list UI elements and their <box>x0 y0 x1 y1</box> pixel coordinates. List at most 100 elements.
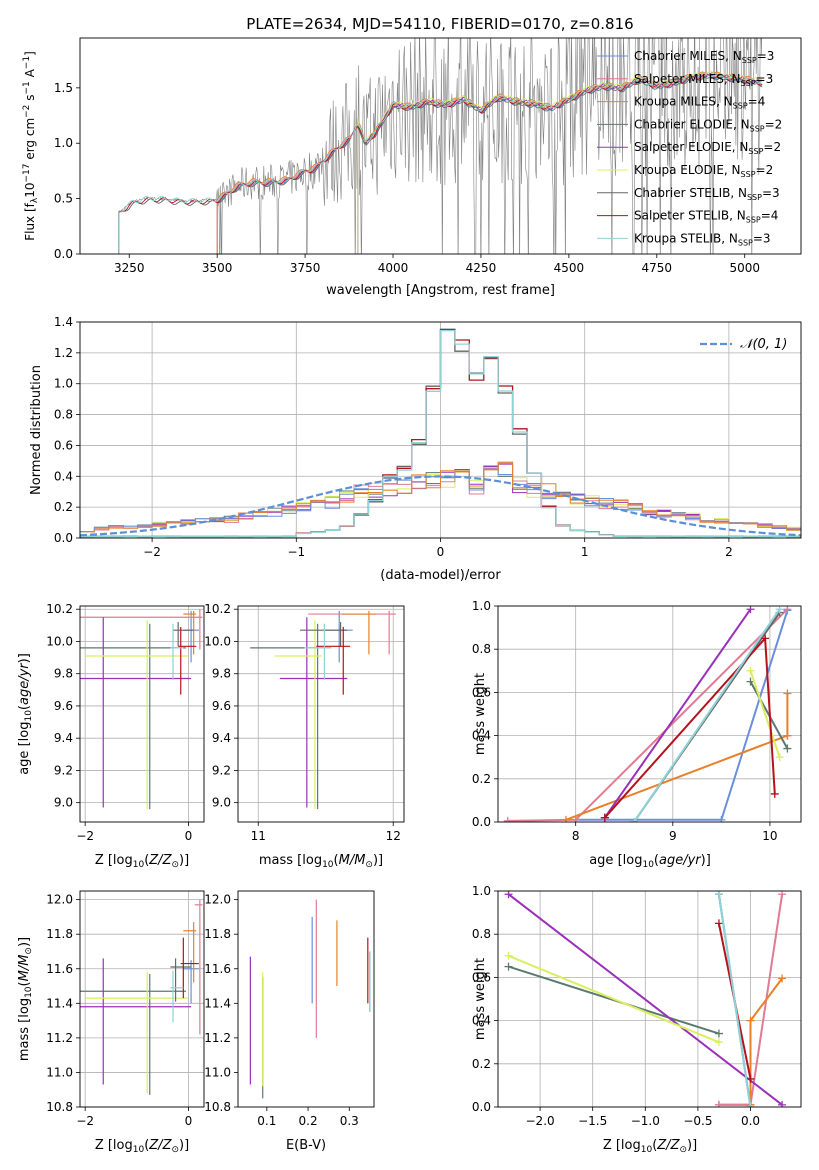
weight-marker <box>503 816 512 822</box>
y-tick-label: 1.0 <box>54 377 73 391</box>
y-tick-label: 9.6 <box>54 699 73 713</box>
weight-marker <box>775 753 784 762</box>
axis-label-part: 10 <box>24 710 34 722</box>
x-axis-label-part: Z [log <box>95 853 133 868</box>
y-tick-label: 0.5 <box>54 192 73 206</box>
y-axis-label-part: −1 <box>22 81 32 94</box>
legend-label-sub: SSP <box>750 124 765 133</box>
x-axis-label: wavelength [Angstrom, rest frame] <box>326 283 555 298</box>
x-axis-label: Z [log10(Z/Z⊙)] <box>603 1138 697 1155</box>
axes-frame <box>79 605 205 823</box>
x-tick-label: 0.1 <box>257 1114 276 1128</box>
x-tick-label: 0.2 <box>299 1114 318 1128</box>
y-tick-label: 1.2 <box>54 346 73 360</box>
y-tick-label: 0.2 <box>54 500 73 514</box>
y-tick-label: 9.4 <box>54 731 73 745</box>
legend-label-tail: =3 <box>762 186 780 200</box>
y-axis-label-part: ] <box>23 51 37 56</box>
axis-label-part: age/yr <box>17 662 32 705</box>
panel-mass-vs-EBV: 0.1 0.2 0.3 10.8 11.0 11.2 11.4 11.6 11.8 12.0 E(B… <box>204 890 375 1153</box>
axis-label-part: 10 <box>642 860 654 870</box>
legend-label-tail: =2 <box>765 117 783 131</box>
weight-marker <box>783 731 792 740</box>
x-axis-label-part: 10 <box>133 1145 145 1155</box>
y-axis-label: mass weight <box>473 958 488 1040</box>
y-axis-label-part: 10 <box>23 183 37 198</box>
x-tick-label: −1.5 <box>578 1114 607 1128</box>
plot-area <box>80 328 801 538</box>
x-tick-label: −1.0 <box>631 1114 660 1128</box>
y-tick-label: 10.8 <box>204 1100 231 1114</box>
legend-label-main: Chabrier ELODIE, N <box>634 117 750 131</box>
x-axis-label-part: ( <box>334 853 339 868</box>
legend-label: Salpeter ELODIE, NSSP=2 <box>634 140 781 156</box>
chart-layer: 3250 3500 3750 4000 4250 4500 4750 5000 0.0 0.5 1.… <box>17 37 802 1155</box>
y-tick-label: 10.8 <box>46 1100 73 1114</box>
legend-label-main: Kroupa ELODIE, N <box>634 163 741 177</box>
y-axis-label-part: −17 <box>22 164 32 183</box>
figure-title: PLATE=2634, MJD=54110, FIBERID=0170, z=0… <box>246 15 633 33</box>
weight-marker <box>714 1100 723 1107</box>
x-tick-label: −1 <box>287 545 305 559</box>
weight-line <box>603 608 752 819</box>
y-tick-label: 11.0 <box>204 1065 231 1079</box>
weight-marker <box>778 974 787 983</box>
y-tick-label: 12.0 <box>204 893 231 907</box>
weight-marker <box>761 634 770 643</box>
weight-marker <box>746 606 755 614</box>
y-tick-label: 9.6 <box>212 699 231 713</box>
y-tick-label: 0.0 <box>54 531 73 545</box>
x-tick-label: 5000 <box>729 261 760 275</box>
axis-label-part: age/yr <box>659 853 702 868</box>
x-axis-label-part: 10 <box>322 860 334 870</box>
x-axis-label-part: ⊙ <box>171 1145 179 1155</box>
y-tick-label: 9.0 <box>54 796 73 810</box>
y-tick-label: 0.6 <box>472 685 491 699</box>
y-tick-label: 1.0 <box>472 884 491 898</box>
y-tick-label: 10.2 <box>204 602 231 616</box>
y-tick-label: 1.0 <box>54 136 73 150</box>
x-axis-label: (data-model)/error <box>380 568 501 583</box>
y-tick-label: 11.2 <box>46 1031 73 1045</box>
x-axis-label: Z [log10(Z/Z⊙)] <box>95 1138 189 1155</box>
normal-curve <box>80 475 801 537</box>
x-axis-label-part: Z/Z <box>656 1138 680 1153</box>
y-tick-label: 9.8 <box>54 667 73 681</box>
weight-marker <box>717 815 726 822</box>
legend-label-sub: SSP <box>733 102 748 111</box>
x-tick-label: 4000 <box>378 261 409 275</box>
y-tick-label: 0.6 <box>54 438 73 452</box>
legend-label-sub: SSP <box>747 193 762 202</box>
y-tick-label: 0.4 <box>54 469 73 483</box>
legend-label-tail: =4 <box>761 209 779 223</box>
y-tick-label: 11.4 <box>46 996 73 1010</box>
legend-label: Chabrier ELODIE, NSSP=2 <box>634 117 782 133</box>
weight-marker <box>783 689 792 698</box>
weight-marker <box>746 1074 755 1083</box>
spectrum-model-line <box>118 72 763 254</box>
x-tick-label: 3750 <box>290 261 321 275</box>
axis-label-part: age [log <box>17 722 32 775</box>
x-axis-label-part: ( <box>144 853 149 868</box>
weight-line <box>507 893 783 1106</box>
axis-label-part: )] <box>701 853 711 868</box>
legend-label-sub: SSP <box>738 238 753 247</box>
x-tick-label: 3500 <box>202 261 233 275</box>
x-tick-label: 0 <box>185 829 193 843</box>
spectrum-model-line <box>357 73 762 254</box>
panel-age-vs-Z: −2 09.09.29.49.69.810.010.2Z [log10(Z/Z⊙)… <box>17 602 205 870</box>
y-tick-label: 11.8 <box>46 927 73 941</box>
y-axis-label: mass weight <box>473 673 488 755</box>
y-tick-label: 10.0 <box>46 634 73 648</box>
weight-marker <box>600 813 609 822</box>
x-axis-label-part: ( <box>144 1138 149 1153</box>
legend-label-sub: SSP <box>748 147 763 156</box>
x-tick-label: 12 <box>386 829 401 843</box>
x-tick-label: 4250 <box>466 261 497 275</box>
weight-marker <box>629 818 638 822</box>
x-tick-label: −2 <box>143 545 161 559</box>
y-tick-label: 0.8 <box>472 927 491 941</box>
x-axis-label-part: Z [log <box>95 1138 133 1153</box>
